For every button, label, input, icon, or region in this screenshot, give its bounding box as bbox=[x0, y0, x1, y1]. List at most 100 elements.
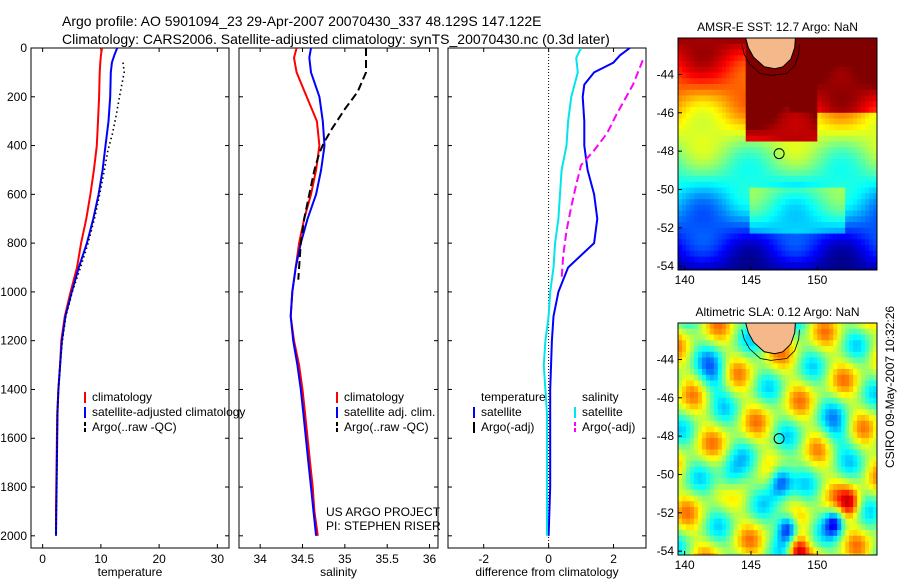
heatmap-cell bbox=[801, 524, 806, 531]
heatmap-cell bbox=[717, 415, 723, 422]
heatmap-cell bbox=[857, 112, 862, 120]
heatmap-cell bbox=[865, 374, 870, 382]
heatmap-cell bbox=[725, 78, 731, 85]
heatmap-cell bbox=[853, 78, 858, 85]
heatmap-cell bbox=[713, 472, 719, 479]
heatmap-cell bbox=[693, 256, 699, 263]
heatmap-cell bbox=[845, 397, 850, 405]
heatmap-cell bbox=[873, 124, 877, 131]
heatmap-cell bbox=[682, 72, 687, 79]
heatmap-cell bbox=[705, 507, 711, 514]
heatmap-cell bbox=[689, 204, 695, 212]
heatmap-cell bbox=[861, 78, 866, 85]
heatmap-cell bbox=[725, 323, 731, 330]
heatmap-cell bbox=[717, 351, 723, 359]
heatmap-cell bbox=[725, 472, 731, 479]
heatmap-cell bbox=[733, 43, 739, 51]
legend-title-temperature: temperature bbox=[481, 390, 546, 404]
heatmap-cell bbox=[777, 204, 783, 212]
heatmap-cell bbox=[797, 346, 802, 353]
heatmap-cell bbox=[773, 158, 779, 166]
heatmap-cell bbox=[789, 181, 794, 189]
heatmap-cell bbox=[737, 222, 743, 229]
heatmap-cell bbox=[753, 455, 759, 462]
heatmap-cell bbox=[745, 432, 751, 439]
heatmap-cell bbox=[741, 478, 747, 485]
heatmap-cell bbox=[837, 164, 842, 171]
heatmap-cell bbox=[733, 49, 739, 56]
heatmap-cell bbox=[841, 130, 846, 137]
heatmap-cell bbox=[709, 210, 715, 217]
heatmap-cell bbox=[825, 38, 830, 45]
heatmap-cell bbox=[841, 397, 846, 405]
heatmap-cell bbox=[833, 101, 838, 108]
heatmap-cell bbox=[737, 466, 743, 474]
heatmap-cell bbox=[857, 262, 862, 269]
heatmap-cell bbox=[701, 392, 707, 399]
heatmap-cell bbox=[761, 438, 767, 445]
heatmap-cell bbox=[829, 541, 834, 548]
heatmap-cell bbox=[853, 443, 858, 451]
heatmap-cell bbox=[869, 153, 874, 160]
heatmap-cell bbox=[697, 216, 703, 223]
heatmap-cell bbox=[769, 245, 775, 252]
heatmap-cell bbox=[753, 386, 759, 393]
heatmap-cell bbox=[701, 547, 707, 554]
heatmap-cell bbox=[789, 118, 794, 125]
heatmap-cell bbox=[745, 392, 751, 399]
heatmap-cell bbox=[693, 141, 699, 148]
heatmap-cell bbox=[817, 443, 822, 451]
heatmap-cell bbox=[861, 153, 866, 160]
heatmap-cell bbox=[837, 426, 842, 433]
heatmap-cell bbox=[865, 328, 870, 336]
heatmap-cell bbox=[686, 101, 691, 108]
heatmap-cell bbox=[809, 199, 814, 206]
heatmap-cell bbox=[777, 250, 783, 258]
heatmap-cell bbox=[805, 363, 810, 370]
heatmap-cell bbox=[865, 176, 870, 183]
heatmap-cell bbox=[861, 559, 866, 565]
heatmap-cell bbox=[797, 72, 802, 79]
heatmap-cell bbox=[865, 415, 870, 422]
heatmap-cell bbox=[709, 328, 715, 336]
heatmap-cell bbox=[817, 124, 822, 131]
heatmap-cell bbox=[769, 250, 775, 258]
heatmap-cell bbox=[869, 466, 874, 474]
heatmap-cell bbox=[693, 118, 699, 125]
heatmap-cell bbox=[705, 426, 711, 433]
heatmap-cell bbox=[857, 66, 862, 74]
heatmap-cell bbox=[793, 274, 798, 280]
heatmap-cell bbox=[849, 170, 854, 177]
heatmap-cell bbox=[725, 346, 731, 353]
heatmap-cell bbox=[717, 112, 723, 120]
heatmap-cell bbox=[821, 216, 826, 223]
heatmap-cell bbox=[865, 256, 870, 263]
heatmap-cell bbox=[761, 107, 767, 114]
heatmap-cell bbox=[705, 245, 711, 252]
heatmap-cell bbox=[725, 426, 731, 433]
heatmap-cell bbox=[789, 268, 794, 270]
heatmap-cell bbox=[749, 199, 755, 206]
heatmap-cell bbox=[849, 187, 854, 194]
heatmap-cell bbox=[873, 118, 877, 125]
heatmap-cell bbox=[793, 323, 798, 330]
heatmap-cell bbox=[693, 49, 699, 56]
heatmap-cell bbox=[837, 530, 842, 537]
heatmap-cell bbox=[789, 141, 794, 148]
heatmap-cell bbox=[793, 495, 798, 502]
heatmap-cell bbox=[745, 199, 751, 206]
heatmap-cell bbox=[765, 84, 771, 91]
heatmap-cell bbox=[765, 466, 771, 474]
heatmap-cell bbox=[821, 101, 826, 108]
heatmap-cell bbox=[793, 455, 798, 462]
heatmap-cell bbox=[682, 181, 687, 189]
heatmap-cell bbox=[753, 449, 759, 456]
heatmap-cell bbox=[853, 478, 858, 485]
heatmap-cell bbox=[717, 124, 723, 131]
heatmap-cell bbox=[789, 553, 794, 555]
heatmap-cell bbox=[709, 524, 715, 531]
heatmap-cell bbox=[761, 432, 767, 439]
heatmap-cell bbox=[825, 233, 830, 240]
heatmap-cell bbox=[682, 89, 687, 97]
heatmap-cell bbox=[713, 409, 719, 416]
